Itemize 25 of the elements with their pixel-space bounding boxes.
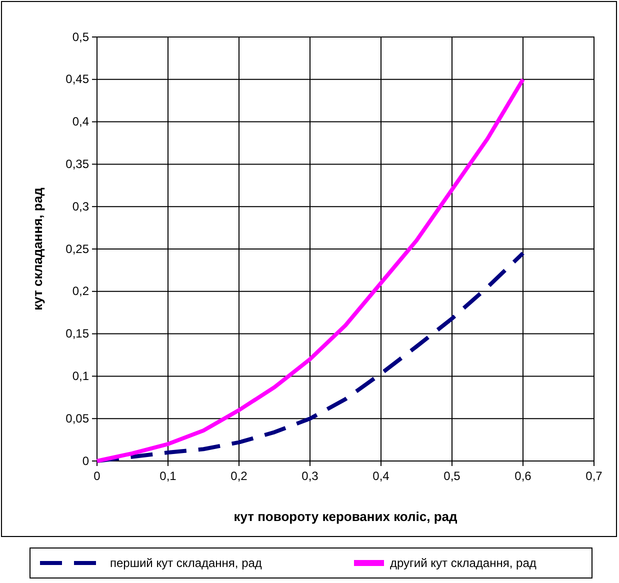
x-tick-label: 0,6	[514, 468, 532, 483]
y-tick-label: 0,3	[72, 199, 90, 214]
legend-label: другий кут складання, рад	[390, 556, 536, 570]
y-tick-label: 0,5	[72, 30, 90, 44]
x-tick-label: 0,4	[372, 468, 390, 483]
x-tick-label: 0,7	[586, 468, 603, 483]
x-tick-label: 0,1	[160, 468, 177, 483]
y-tick-label: 0,4	[72, 114, 90, 129]
x-tick-label: 0,2	[230, 468, 248, 483]
legend-label: перший кут складання, рад	[110, 556, 262, 570]
x-tick-label: 0	[94, 468, 101, 483]
y-tick-label: 0,05	[66, 411, 90, 426]
x-tick-label: 0,5	[444, 468, 461, 483]
y-tick-label: 0,45	[66, 72, 90, 86]
x-axis-title: кут повороту керованих коліс, рад	[234, 509, 458, 524]
y-tick-label: 0,1	[72, 369, 90, 384]
x-tick-label: 0,3	[302, 468, 319, 483]
y-tick-label: 0,2	[72, 284, 90, 298]
y-axis-title: кут складання, рад	[30, 186, 45, 310]
y-tick-label: 0,35	[66, 157, 90, 172]
line-series	[95, 77, 525, 463]
y-tick-label: 0	[82, 454, 90, 468]
line-series	[95, 251, 525, 463]
y-tick-label: 0,25	[66, 242, 90, 256]
y-tick-label: 0,15	[66, 326, 90, 341]
